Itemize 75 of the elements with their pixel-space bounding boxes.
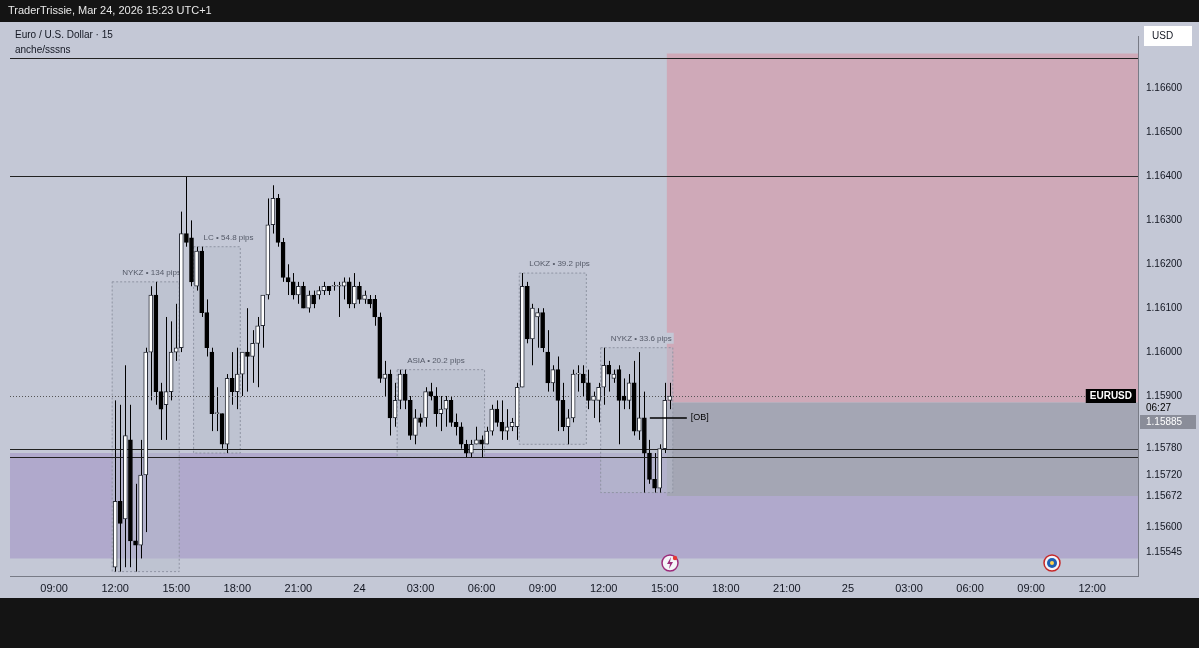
y-tick-label: 1.15780 [1146,442,1183,454]
candlestick [581,364,586,397]
candlestick [586,369,591,410]
y-tick-label: 1.15900 [1146,389,1183,401]
candlestick [250,329,255,384]
candlestick [234,347,240,410]
candlestick [494,399,500,428]
candlestick [133,483,138,573]
text: anche/sssns [15,43,71,55]
band-label: ASIA • 20.2 pips [407,355,465,365]
y-tick-label: 1.15672 [1146,489,1183,501]
y-tick-label: 1.16000 [1146,345,1183,357]
candlestick [290,272,296,300]
y-tick-label: 1.16200 [1146,258,1183,270]
x-tick-label: 12:00 [589,581,618,594]
candlestick [184,175,189,248]
x-tick-label: 21:00 [773,581,801,594]
y-tick-label: 1.16400 [1146,170,1183,182]
y-tick-label: 1.15545 [1146,545,1183,557]
x-tick-label: 03:00 [895,581,923,594]
candlestick [117,404,123,573]
candlestick [296,281,301,305]
y-tick-label: 1.15720 [1146,468,1183,480]
y-tick-label: 1.16300 [1146,214,1183,226]
text: TraderTrissie, Mar 24, 2026 15:23 UTC+1 [8,4,212,16]
candlestick [285,263,291,296]
y-tick-label: 1.16500 [1146,126,1183,138]
candlestick [245,307,250,393]
ref-line-label: EURUSD [1089,389,1133,401]
band-label: LC • 54.8 pips [203,232,254,242]
candlestick [352,272,357,309]
x-tick-label: 06:00 [467,581,496,594]
text: USD [1152,29,1174,41]
candlestick [229,351,235,406]
candlestick [357,281,362,305]
x-tick-label: 12:00 [101,581,129,594]
x-tick-label: 09:00 [1017,581,1045,594]
candlestick [489,404,495,437]
x-tick-label: 24 [353,581,366,594]
x-tick-label: 09:00 [40,581,68,594]
candlestick [301,281,306,309]
x-tick-label: 25 [841,581,855,594]
x-tick-label: 03:00 [406,581,435,594]
candlestick [346,276,352,309]
x-tick-label: 18:00 [223,581,252,594]
candlestick [479,435,484,458]
y-tick-label: 1.16100 [1146,301,1183,313]
x-tick-label: 12:00 [1078,581,1106,594]
candlestick [601,347,607,406]
candlestick [575,364,581,393]
candlestick [413,408,418,445]
x-tick-label: 18:00 [712,581,740,594]
text: 1.15885 [1146,415,1183,427]
x-tick-label: 06:00 [956,581,984,594]
y-tick-label: 1.16600 [1146,82,1183,94]
candlestick [591,391,596,419]
chart-title: Euro / U.S. Dollar · 15 [15,28,114,40]
candlestick [255,316,260,388]
candlestick [606,360,612,393]
candlestick [433,386,439,428]
band-label: NYKZ • 33.6 pips [610,333,672,343]
candlestick [240,351,245,397]
x-tick-label: 15:00 [162,581,190,594]
y-tick-label: 1.15600 [1146,521,1183,533]
annotation: [OB] [690,412,709,423]
candlestick [535,307,540,349]
candlestick [652,452,657,494]
candlestick [458,421,464,450]
x-tick-label: 15:00 [650,581,679,594]
candlestick [596,382,601,423]
x-tick-label: 09:00 [528,581,557,594]
x-tick-label: 21:00 [284,581,313,594]
candlestick [173,303,179,362]
text: 06:27 [1146,401,1172,413]
band-label: LOKZ • 39.2 pips [529,259,590,269]
